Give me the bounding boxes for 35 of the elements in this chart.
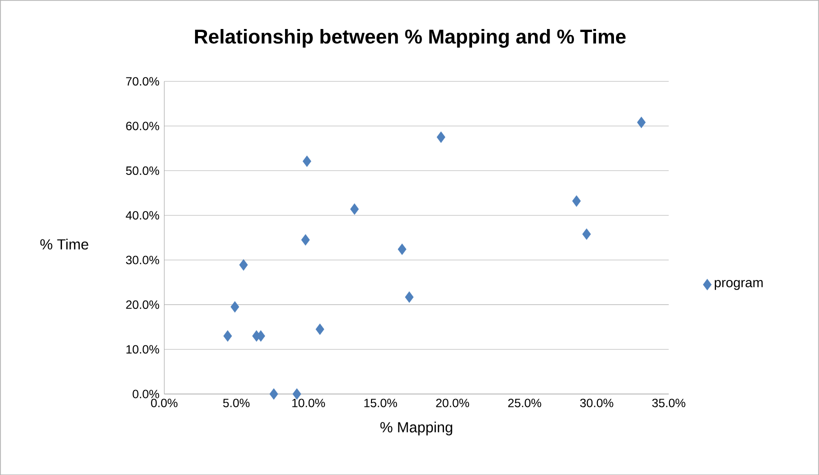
y-tick-label: 10.0% [126, 344, 160, 354]
point [302, 156, 312, 167]
point [230, 301, 240, 312]
x-axis-title: % Mapping [380, 422, 452, 436]
x-tick-label: 30.0% [580, 398, 614, 408]
y-tick-label: 20.0% [126, 300, 160, 309]
y-tick-label: 60.0% [126, 122, 160, 130]
x-tick-label: 35.0% [652, 398, 686, 408]
x-tick-label: 5.0% [223, 398, 250, 408]
point [292, 388, 302, 400]
point [637, 116, 646, 128]
point [436, 131, 446, 143]
point [223, 330, 232, 342]
x-tick-label: 15.0% [364, 398, 398, 408]
point [301, 234, 310, 246]
y-tick-label: 70.0% [126, 76, 160, 86]
x-tick-label: 25.0% [508, 398, 542, 408]
y-tick-label: 40.0% [126, 210, 160, 220]
y-axis-title: % Time [40, 238, 88, 250]
point [316, 323, 324, 335]
x-tick-label: 0.0% [151, 398, 178, 408]
x-tick-label: 10.0% [292, 398, 325, 408]
point [350, 203, 359, 215]
y-tick-label: 0.0% [132, 390, 160, 398]
point [572, 195, 581, 206]
point [405, 291, 414, 303]
point [270, 388, 278, 400]
point [582, 228, 591, 240]
point [239, 259, 248, 270]
chart-title: Relationship between % Mapping and % Time [195, 28, 626, 48]
point [398, 244, 406, 255]
x-tick-label: 20.0% [436, 398, 470, 408]
y-tick-label: 30.0% [126, 256, 160, 264]
y-tick-label: 50.0% [126, 166, 160, 175]
legend-label: program [714, 280, 763, 290]
